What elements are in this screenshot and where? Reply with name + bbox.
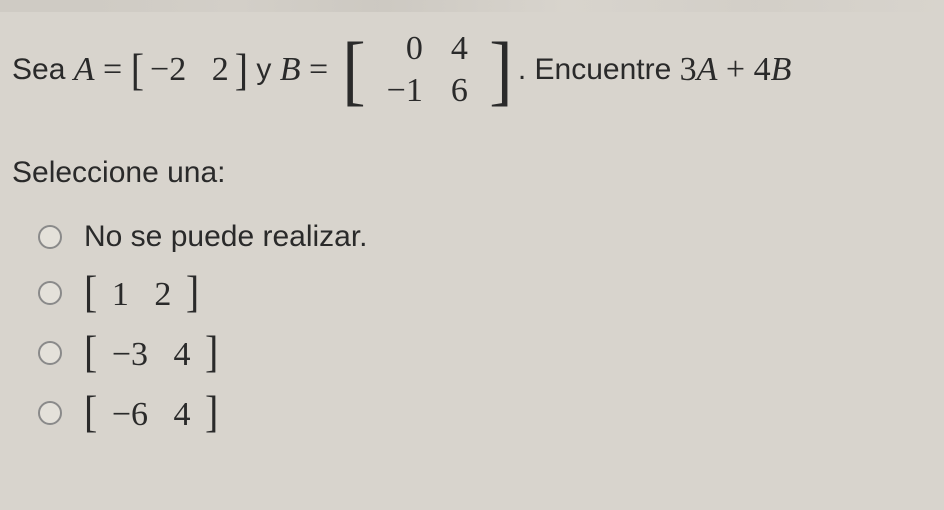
- equals-2: =: [300, 51, 336, 89]
- option-1-text: No se puede realizar.: [84, 220, 368, 254]
- option-3-matrix: [ −3 4 ]: [84, 332, 218, 374]
- radio-icon[interactable]: [38, 225, 62, 249]
- text-y: y: [248, 53, 280, 87]
- bracket-right: ]: [235, 48, 248, 92]
- radio-icon[interactable]: [38, 401, 62, 425]
- matrix-A: [ −2 2 ]: [131, 50, 248, 90]
- expr-B: B: [771, 51, 792, 89]
- radio-icon[interactable]: [38, 341, 62, 365]
- symbol-A: A: [74, 51, 95, 89]
- expr-3: 3: [680, 51, 697, 89]
- matrix-B-r1c1: 0: [373, 28, 437, 70]
- matrix-A-values: −2 2: [144, 51, 235, 89]
- bracket-right: ]: [205, 330, 218, 374]
- option-3-values: −3 4: [106, 336, 197, 373]
- expr-plus: +: [717, 51, 753, 89]
- bracket-right: ]: [489, 35, 512, 105]
- option-4[interactable]: [ −6 4 ]: [38, 392, 932, 434]
- matrix-B-r2c1: −1: [373, 70, 437, 112]
- expr-4: 4: [754, 51, 771, 89]
- expr-A: A: [697, 51, 718, 89]
- bracket-right: ]: [186, 270, 199, 314]
- option-2-matrix: [ 1 2 ]: [84, 272, 199, 314]
- matrix-B-grid: 0 4 −1 6: [373, 28, 482, 112]
- option-3[interactable]: [ −3 4 ]: [38, 332, 932, 374]
- matrix-B-r2c2: 6: [437, 70, 482, 112]
- equals-1: =: [95, 51, 131, 89]
- text-find: Encuentre: [535, 53, 680, 87]
- bracket-left: [: [84, 330, 97, 374]
- matrix-B-r1c2: 4: [437, 28, 482, 70]
- option-1[interactable]: No se puede realizar.: [38, 220, 932, 254]
- bracket-left: [: [131, 48, 144, 92]
- bracket-left: [: [84, 270, 97, 314]
- select-prompt: Seleccione una:: [12, 156, 932, 190]
- dot: .: [518, 53, 535, 87]
- option-2[interactable]: [ 1 2 ]: [38, 272, 932, 314]
- bracket-left: [: [84, 390, 97, 434]
- option-2-values: 1 2: [106, 276, 178, 313]
- bracket-right: ]: [205, 390, 218, 434]
- symbol-B: B: [280, 51, 301, 89]
- option-4-values: −6 4: [106, 396, 197, 433]
- option-4-matrix: [ −6 4 ]: [84, 392, 218, 434]
- text-sea: Sea: [12, 53, 74, 87]
- matrix-B: [ 0 4 −1 6 ]: [341, 28, 514, 112]
- question-statement: Sea A = [ −2 2 ] y B = [ 0 4 −1 6 ] . En…: [12, 28, 932, 112]
- bracket-left: [: [342, 35, 365, 105]
- radio-icon[interactable]: [38, 281, 62, 305]
